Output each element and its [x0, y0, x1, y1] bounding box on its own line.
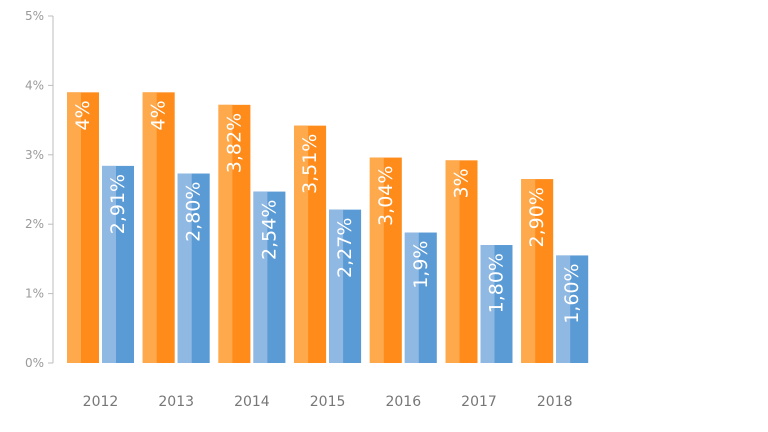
y-axis: 0% 1% 2% 3% 4% 5% — [25, 9, 54, 370]
y-tick-label: 4% — [25, 78, 44, 92]
data-label: 3,51% — [299, 134, 321, 194]
x-tick-label: 2015 — [310, 394, 346, 410]
bar-highlight — [142, 92, 157, 363]
data-label: 2,54% — [258, 200, 280, 260]
bar-orange-2013: 4% — [142, 92, 175, 363]
data-label: 3,82% — [223, 113, 245, 173]
bar-blue-2016: 1,9% — [404, 232, 437, 363]
data-label: 2,27% — [334, 218, 356, 278]
data-label: 4% — [72, 100, 94, 130]
y-tick-label: 0% — [25, 356, 44, 370]
bar-highlight — [521, 179, 536, 363]
x-tick-label: 2014 — [234, 394, 270, 410]
x-tick-label: 2018 — [537, 394, 573, 410]
data-label: 2,90% — [526, 187, 548, 247]
y-tick-label: 3% — [25, 148, 44, 162]
bar-orange-2014: 3,82% — [218, 104, 251, 363]
bar-orange-2016: 3,04% — [369, 157, 402, 363]
bar-highlight — [369, 157, 384, 363]
bar-highlight — [445, 160, 460, 363]
x-tick-label: 2013 — [158, 394, 194, 410]
bar-highlight — [294, 125, 309, 363]
bar-highlight — [404, 232, 419, 363]
bar-blue-2013: 2,80% — [177, 173, 210, 363]
bar-blue-2017: 1,80% — [480, 245, 513, 363]
y-tick-label: 2% — [25, 217, 44, 231]
bar-highlight — [253, 191, 268, 363]
bar-highlight — [102, 165, 116, 363]
data-label: 4% — [148, 100, 170, 130]
bar-highlight — [177, 173, 192, 363]
bar-orange-2012: 4% — [67, 92, 99, 363]
x-tick-label: 2012 — [83, 394, 119, 410]
data-label: 3,04% — [375, 166, 397, 226]
x-axis-labels: 2012 2013 2014 2015 2016 2017 2018 — [83, 394, 573, 410]
bars: 4% 2,91% 4% 2,80% 3,82% 2,54% 3,51% 2,27% 3,04% 1… — [67, 92, 589, 363]
bar-highlight — [480, 245, 495, 363]
data-label: 2,80% — [183, 182, 205, 242]
bar-highlight — [556, 255, 571, 363]
data-label: 2,91% — [107, 174, 129, 234]
bar-highlight — [329, 209, 344, 363]
y-tick-label: 5% — [25, 9, 44, 23]
data-label: 1,80% — [486, 253, 508, 313]
bar-highlight — [218, 104, 233, 363]
data-label: 1,60% — [561, 263, 583, 323]
bar-blue-2012: 2,91% — [102, 165, 134, 363]
bar-blue-2014: 2,54% — [253, 191, 286, 363]
bar-orange-2017: 3% — [445, 160, 478, 363]
y-tick-label: 1% — [25, 287, 44, 301]
x-tick-label: 2017 — [461, 394, 497, 410]
bar-orange-2015: 3,51% — [294, 125, 327, 363]
bar-blue-2018: 1,60% — [556, 255, 589, 363]
bar-orange-2018: 2,90% — [521, 179, 554, 363]
bar-blue-2015: 2,27% — [329, 209, 362, 363]
bar-highlight — [67, 92, 81, 363]
data-label: 1,9% — [410, 241, 432, 289]
x-tick-label: 2016 — [385, 394, 421, 410]
data-label: 3% — [451, 168, 473, 198]
